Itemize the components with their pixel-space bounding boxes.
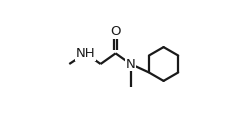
Text: NH: NH bbox=[76, 47, 95, 60]
Text: N: N bbox=[126, 57, 136, 71]
Text: O: O bbox=[110, 25, 121, 38]
